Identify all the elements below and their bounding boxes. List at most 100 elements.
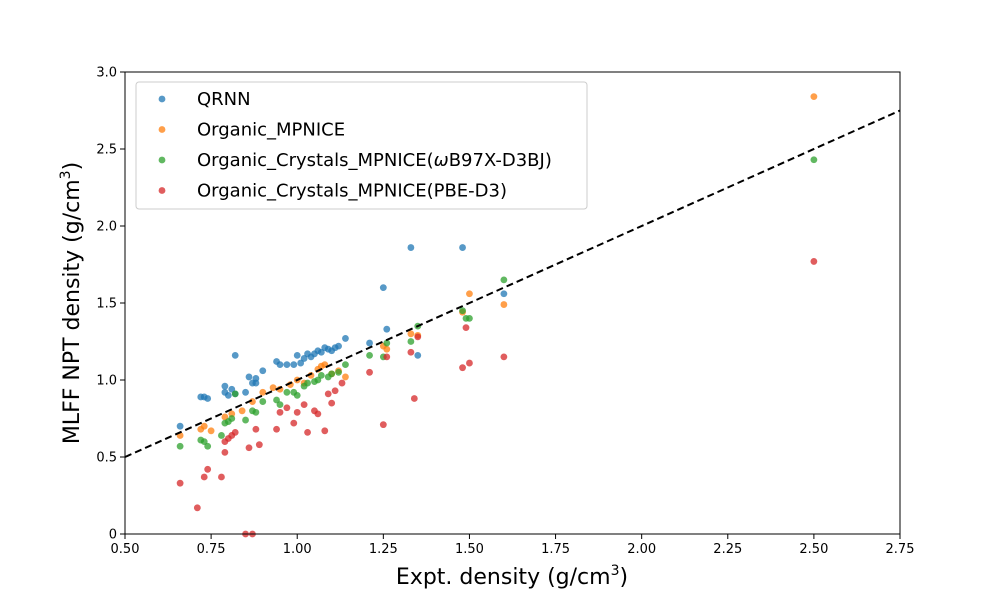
data-point-series-3: [414, 333, 422, 341]
x-tick-label: 1.75: [541, 542, 570, 557]
data-point-series-0: [407, 244, 415, 251]
data-point-series-1: [383, 345, 391, 353]
y-tick-label: 1.0: [96, 374, 117, 389]
legend-box: [135, 81, 588, 210]
data-point-series-0: [414, 351, 422, 359]
y-tick-label: 0: [109, 528, 117, 543]
data-point-series-0: [259, 367, 267, 375]
data-point-series-0: [228, 385, 236, 393]
data-point-series-0: [366, 339, 373, 347]
data-point-series-0: [383, 325, 391, 333]
data-point-series-3: [338, 379, 346, 387]
data-point-series-1: [269, 384, 277, 392]
data-point-series-2: [273, 396, 280, 404]
data-point-series-2: [328, 370, 336, 378]
data-point-series-3: [459, 364, 466, 372]
legend-label-part: Organic_Crystals_MPNICE(PBE-D3): [197, 181, 507, 202]
legend-marker: [158, 95, 166, 103]
data-point-series-3: [379, 421, 387, 429]
data-point-series-0: [224, 392, 232, 399]
data-point-series-2: [242, 416, 249, 424]
y-axis-title: MLFF NPT density (g/cm3): [58, 162, 85, 444]
data-point-series-3: [218, 473, 225, 481]
x-tick-label: 2.25: [713, 542, 742, 557]
data-point-series-3: [500, 353, 508, 361]
data-point-series-0: [293, 351, 301, 359]
data-point-series-0: [252, 379, 260, 387]
data-point-series-3: [193, 504, 201, 512]
data-point-series-0: [204, 395, 212, 402]
data-point-series-0: [245, 373, 253, 381]
data-point-series-0: [276, 361, 284, 368]
data-point-series-2: [317, 371, 325, 379]
data-point-series-2: [342, 361, 349, 368]
data-point-series-3: [204, 465, 212, 473]
data-point-series-3: [300, 401, 308, 409]
data-point-series-1: [259, 388, 267, 396]
data-point-series-3: [176, 479, 184, 487]
data-point-series-3: [383, 353, 391, 361]
data-point-series-2: [176, 442, 184, 450]
data-point-series-3: [314, 410, 322, 418]
data-point-series-0: [335, 342, 342, 350]
data-point-series-2: [204, 442, 212, 450]
data-point-series-1: [500, 301, 508, 308]
legend: QRNN Organic_MPNICE Organic_Crystals_MPNIC…: [135, 81, 588, 210]
data-point-series-0: [342, 335, 349, 342]
data-point-series-0: [231, 351, 239, 359]
data-point-series-2: [335, 368, 342, 376]
data-point-series-2: [314, 376, 322, 384]
y-tick-label: 0.5: [96, 451, 117, 466]
data-point-series-0: [379, 284, 387, 291]
data-point-series-2: [228, 415, 236, 422]
data-point-series-2: [218, 432, 225, 439]
data-point-series-3: [255, 441, 263, 449]
data-point-series-0: [176, 422, 184, 430]
y-axis-ticks: 0 0.5 1.0 1.5 2.0 2.5 3.0: [96, 66, 125, 543]
x-tick-label: 2.00: [627, 542, 656, 557]
x-tick-label: 0.50: [111, 542, 140, 557]
legend-label-part: B97X-D3BJ): [449, 150, 552, 171]
x-tick-label: 0.75: [197, 542, 226, 557]
data-point-series-3: [407, 348, 415, 356]
data-point-series-2: [459, 307, 466, 315]
data-point-series-1: [342, 373, 349, 381]
data-points-layer: [176, 93, 818, 538]
data-point-series-3: [283, 404, 291, 412]
data-point-series-2: [293, 392, 301, 399]
data-point-series-3: [276, 408, 284, 416]
data-point-series-3: [328, 399, 336, 407]
data-point-series-3: [200, 473, 208, 481]
data-point-series-3: [293, 408, 301, 416]
x-axis-title-text: Expt. density (g/cm: [396, 565, 611, 590]
legend-marker: [158, 126, 166, 133]
data-point-series-2: [383, 339, 391, 347]
legend-label: Organic_Crystals_MPNICE(PBE-D3): [197, 181, 507, 202]
data-point-series-3: [331, 387, 339, 395]
data-point-series-0: [500, 290, 508, 298]
data-point-series-0: [300, 355, 308, 362]
legend-label-part: Organic_MPNICE: [197, 120, 345, 141]
data-point-series-2: [259, 398, 267, 405]
data-point-series-3: [231, 428, 239, 436]
data-point-series-0: [317, 348, 325, 356]
y-axis-title-end: ): [60, 162, 85, 171]
legend-label-part: ω: [434, 150, 449, 171]
data-point-series-2: [810, 156, 818, 164]
y-axis-title-text: MLFF NPT density (g/cm: [60, 179, 85, 444]
y-tick-label: 3.0: [96, 66, 117, 81]
data-point-series-3: [221, 448, 229, 456]
x-tick-label: 1.25: [369, 542, 398, 557]
data-point-series-2: [304, 379, 311, 387]
data-point-series-2: [500, 276, 508, 284]
data-point-series-1: [407, 330, 415, 338]
y-tick-label: 2.5: [96, 143, 117, 158]
data-point-series-3: [304, 428, 311, 436]
data-point-series-2: [407, 338, 415, 345]
legend-label: Organic_MPNICE: [197, 120, 345, 141]
data-point-series-0: [290, 361, 298, 368]
data-point-series-2: [283, 388, 291, 396]
legend-label-part: QRNN: [197, 89, 251, 110]
data-point-series-3: [252, 425, 260, 433]
